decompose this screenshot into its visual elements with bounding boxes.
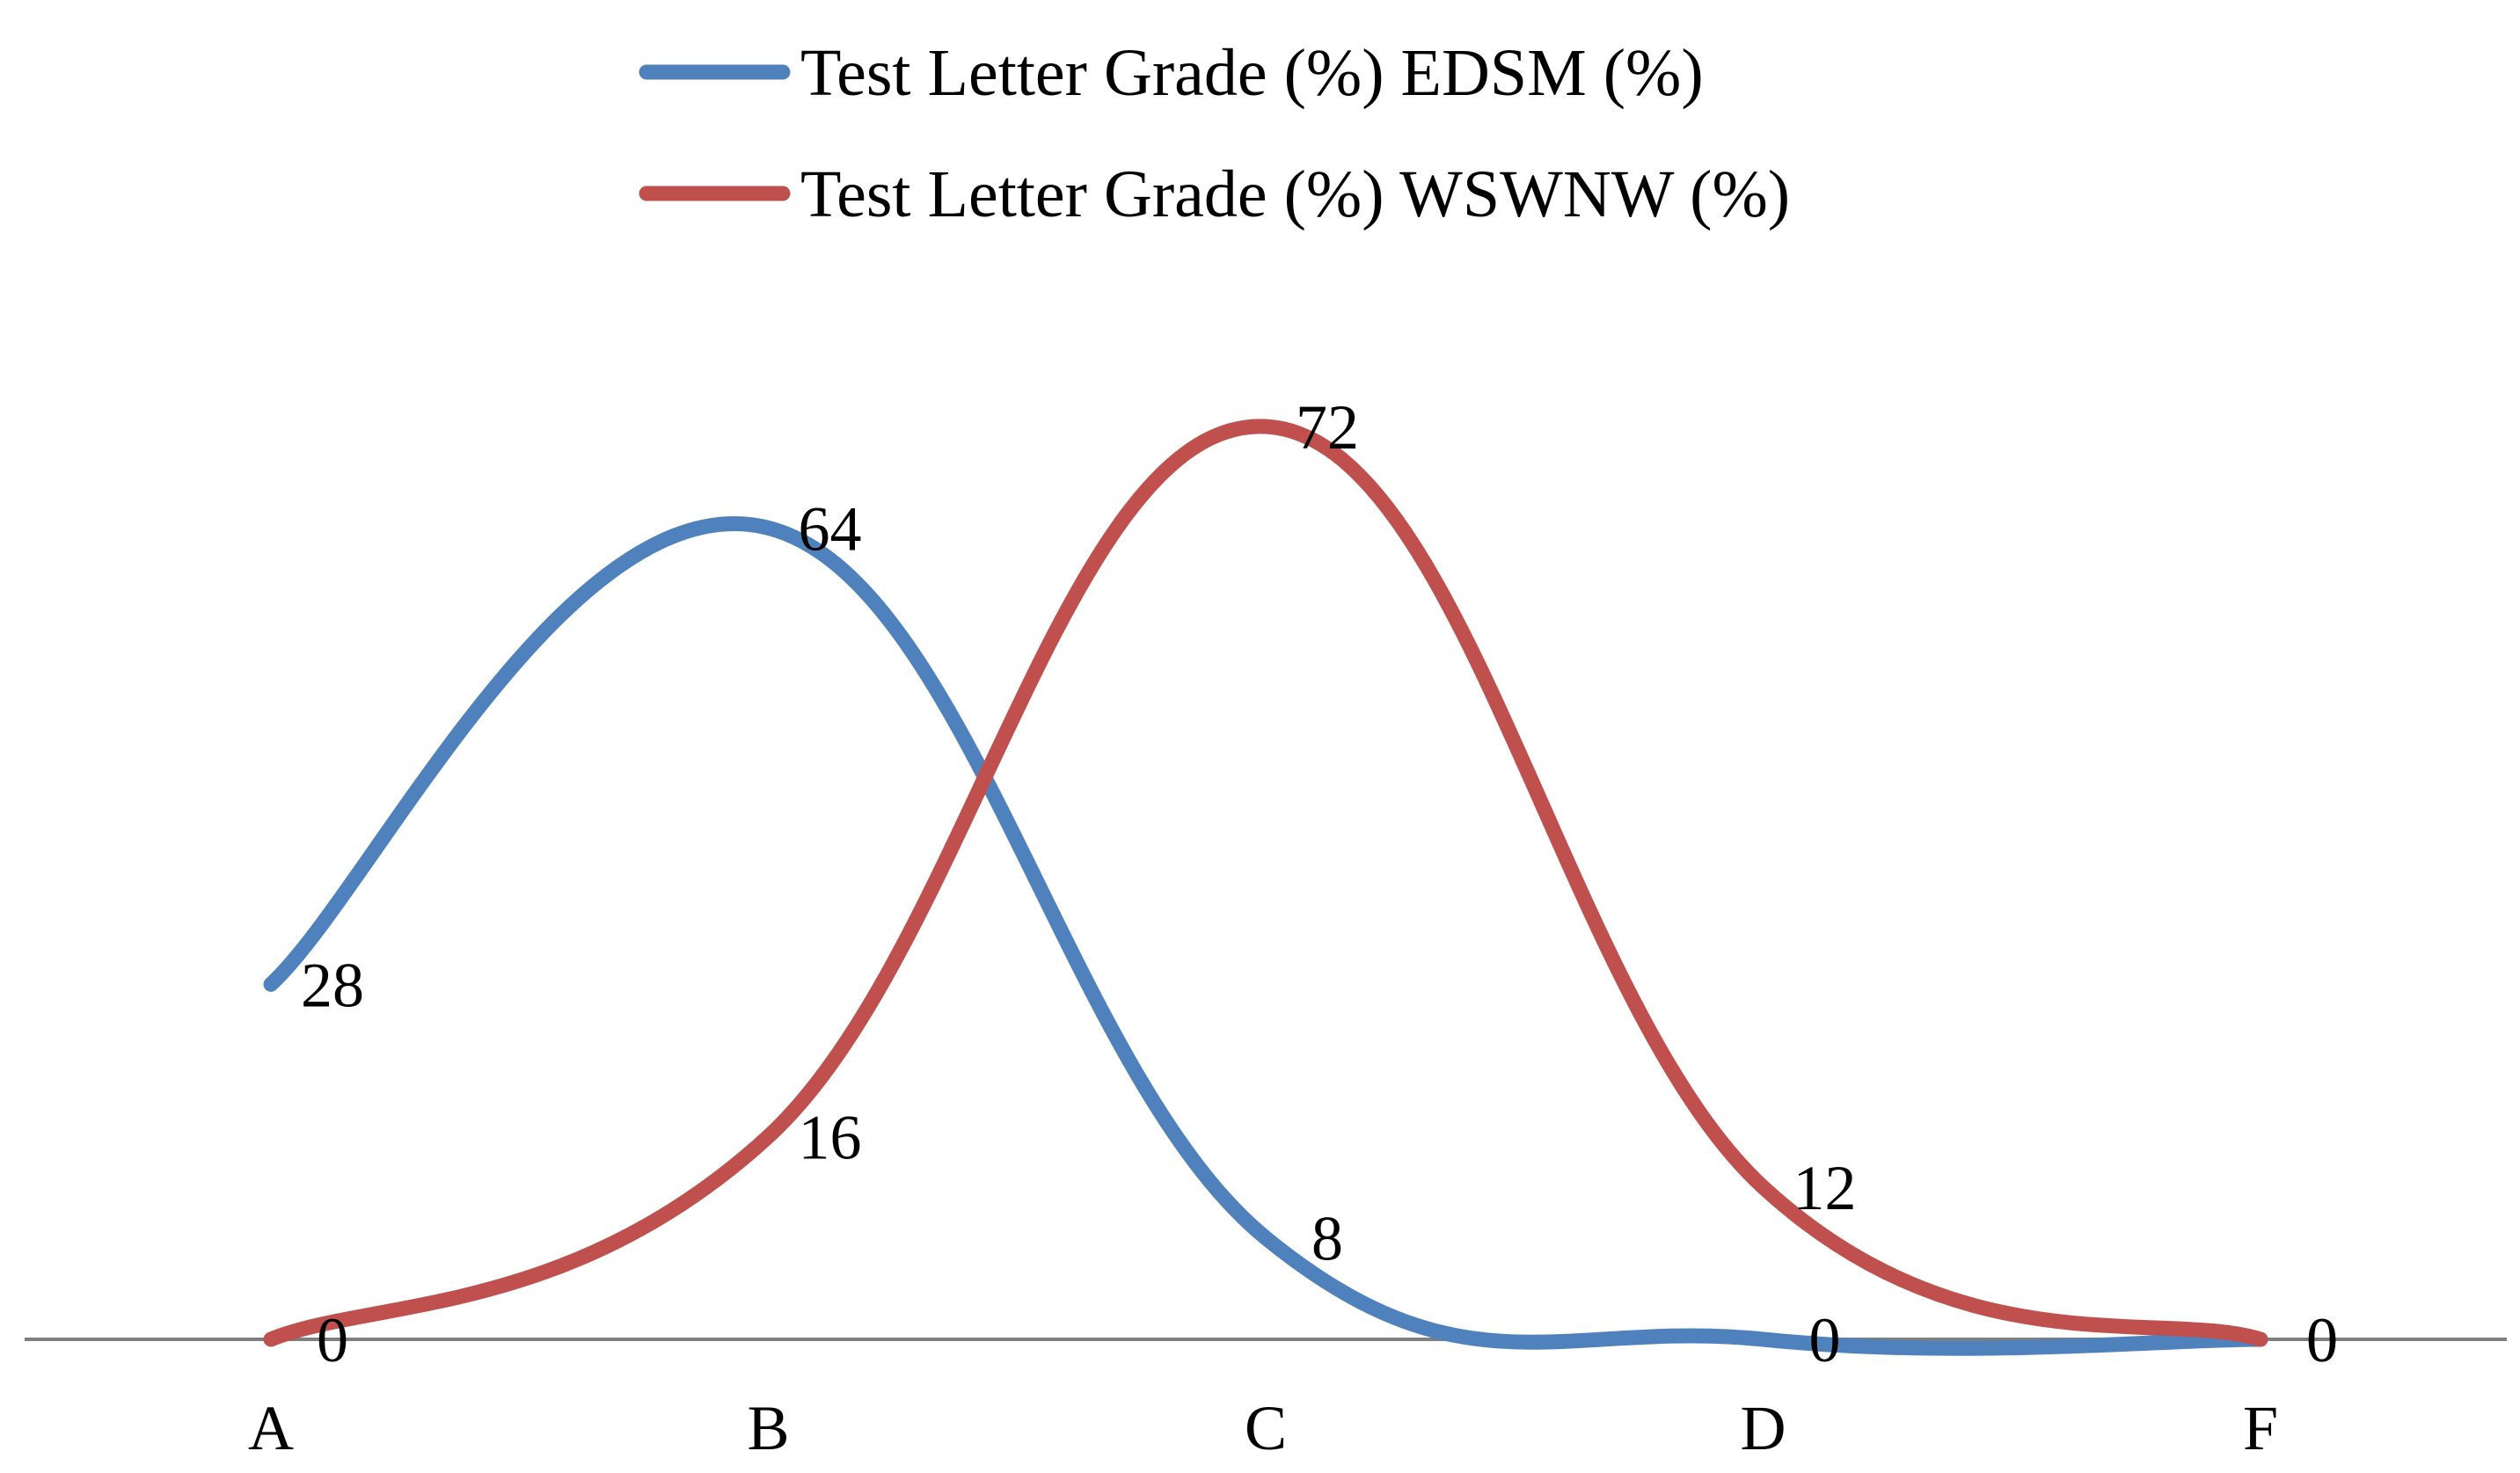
data-label-series-2-F: 0 bbox=[2306, 1305, 2338, 1375]
x-tick-label-C: C bbox=[1245, 1393, 1287, 1463]
data-label-series-2-B: 16 bbox=[799, 1102, 862, 1172]
series-layer bbox=[263, 419, 2268, 1356]
data-label-series-1-D: 0 bbox=[1809, 1305, 1841, 1375]
data-label-series-1-A: 28 bbox=[301, 950, 364, 1020]
legend-label-series-2: Test Letter Grade (%) WSWNW (%) bbox=[800, 157, 1790, 231]
data-label-series-2-D: 12 bbox=[1793, 1153, 1857, 1223]
data-label-series-2-C: 72 bbox=[1296, 392, 1359, 463]
legend-label-series-1: Test Letter Grade (%) EDSM (%) bbox=[800, 36, 1704, 110]
legend: Test Letter Grade (%) EDSM (%) Test Lette… bbox=[639, 36, 1790, 231]
x-tick-label-D: D bbox=[1741, 1393, 1786, 1463]
x-tick-label-B: B bbox=[747, 1393, 789, 1463]
series-line-1 bbox=[263, 516, 2268, 1356]
x-tick-label-A: A bbox=[248, 1393, 294, 1463]
data-label-series-1-F: 0 bbox=[2306, 1305, 2338, 1375]
series-line-2 bbox=[263, 419, 2268, 1347]
data-label-series-1-C: 8 bbox=[1311, 1204, 1343, 1274]
data-label-series-2-A: 0 bbox=[317, 1305, 348, 1375]
x-tick-label-F: F bbox=[2243, 1393, 2278, 1463]
data-label-series-1-B: 64 bbox=[799, 493, 862, 564]
